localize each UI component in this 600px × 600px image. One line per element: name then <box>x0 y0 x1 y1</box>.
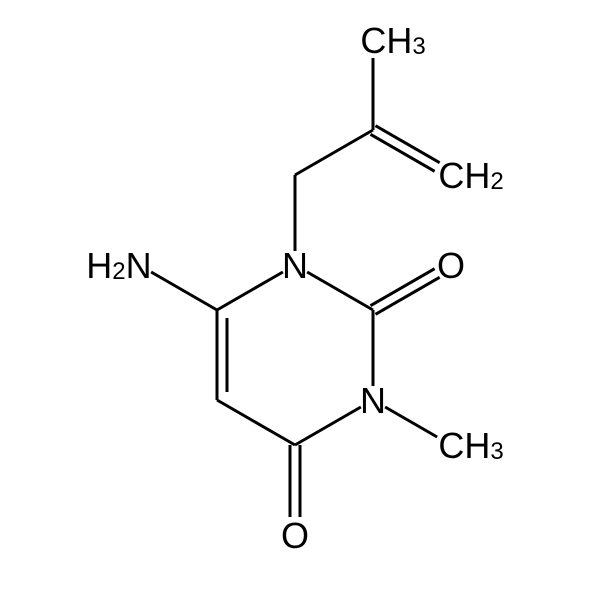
bond-line <box>295 130 373 175</box>
bond-line <box>217 272 283 310</box>
bond-line <box>217 400 295 445</box>
chemical-structure-diagram: N O N CH3 O H2N CH3 CH2 <box>0 0 600 600</box>
atom-label: O <box>437 245 465 286</box>
atom-label: CH3 <box>438 425 503 466</box>
atom-label: N <box>360 380 386 421</box>
atom-label: CH3 <box>360 20 425 61</box>
atom-label: H2N <box>86 245 151 286</box>
bond-line <box>385 407 437 437</box>
atom-label: CH2 <box>438 155 503 196</box>
atom-label: N <box>282 245 308 286</box>
atom-label: O <box>281 515 309 556</box>
bond-line <box>295 407 361 445</box>
bond-line <box>307 272 373 310</box>
bond-line <box>151 272 217 310</box>
